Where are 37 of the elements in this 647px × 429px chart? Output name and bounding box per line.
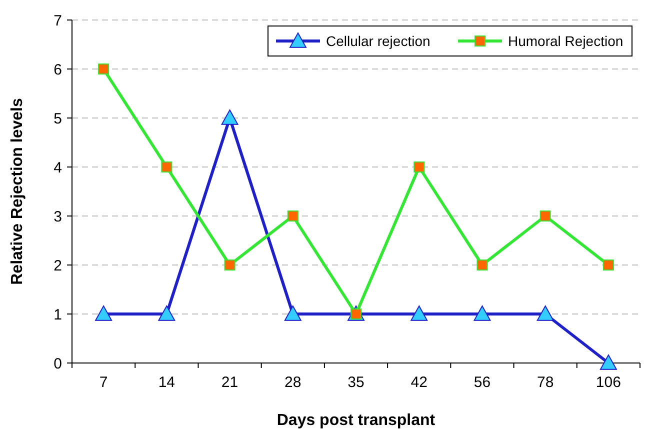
point [600, 354, 617, 370]
point [474, 306, 491, 321]
point [158, 306, 176, 321]
point [284, 306, 302, 321]
point [98, 64, 110, 74]
x-tick-label: 21 [221, 374, 238, 391]
y-tick-label: 3 [54, 208, 62, 226]
x-tick-label: 56 [474, 374, 491, 391]
y-tick-label: 0 [54, 355, 62, 372]
y-tick-label: 2 [54, 257, 62, 274]
point [602, 260, 614, 270]
x-axis-title: Days post transplant [276, 412, 436, 429]
x-tick-label: 14 [158, 374, 176, 391]
y-tick-label: 4 [54, 159, 62, 176]
x-tick-label: 7 [99, 374, 108, 391]
x-tick-label: 28 [284, 374, 302, 391]
point [95, 306, 112, 321]
legend-label: Cellular rejection [326, 32, 430, 49]
point [161, 162, 172, 172]
y-tick-label: 6 [54, 61, 62, 78]
point [476, 260, 488, 270]
y-tick-label: 1 [54, 306, 62, 324]
y-axis-title: Relative Rejection levels [9, 98, 26, 285]
point [221, 110, 238, 125]
point [536, 306, 554, 321]
point [410, 306, 428, 321]
point [540, 210, 551, 222]
point [287, 210, 298, 222]
x-tick-label: 35 [348, 374, 364, 391]
x-tick-label: 78 [536, 374, 554, 391]
x-tick-label: 106 [596, 374, 621, 391]
x-tick-label: 42 [410, 374, 428, 391]
point [414, 162, 425, 172]
y-tick-label: 7 [54, 12, 62, 30]
point [224, 260, 236, 270]
y-tick-label: 5 [54, 110, 62, 128]
legend-label: Humoral Rejection [508, 32, 624, 49]
